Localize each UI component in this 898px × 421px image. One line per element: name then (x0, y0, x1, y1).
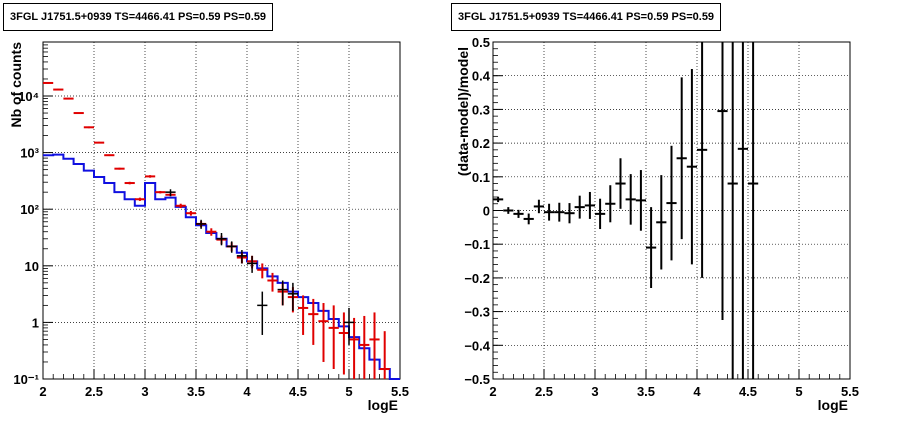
right-y-tick-label: 0.5 (472, 35, 490, 50)
left-x-tick-label: 2 (39, 384, 46, 399)
left-x-axis-label: logE (368, 397, 398, 413)
right-x-axis-label: logE (818, 397, 848, 413)
left-y-tick-label: 1 (32, 315, 39, 330)
right-y-tick-label: 0.2 (472, 136, 490, 151)
right-y-tick-label: −0.5 (464, 372, 490, 387)
right-chart-title: 3FGL J1751.5+0939 TS=4466.41 PS=0.59 PS=… (451, 3, 722, 31)
left-y-tick-label: 10 (25, 259, 39, 274)
right-y-tick-label: −0.1 (464, 237, 490, 252)
right-x-tick-label: 2.5 (535, 384, 553, 399)
right-x-tick-label: 5.5 (841, 384, 859, 399)
left-y-tick-label: 10² (20, 202, 39, 217)
right-y-tick-label: −0.4 (464, 338, 490, 353)
left-x-tick-label: 3.5 (187, 384, 205, 399)
left-y-tick-label: 10³ (20, 146, 39, 161)
left-y-tick-label: 10⁴ (18, 89, 39, 104)
right-x-tick-label: 5 (795, 384, 802, 399)
left-y-tick-label: 10⁻¹ (13, 372, 39, 387)
right-x-tick-label: 4 (693, 384, 701, 399)
right-y-tick-label: 0.1 (472, 170, 490, 185)
left-x-tick-label: 4.5 (289, 384, 307, 399)
left-x-tick-label: 5 (345, 384, 352, 399)
left-x-tick-label: 5.5 (391, 384, 409, 399)
left-x-tick-label: 3 (141, 384, 148, 399)
right-y-tick-label: 0 (483, 204, 490, 219)
right-y-tick-label: 0.3 (472, 102, 490, 117)
right-y-tick-label: −0.2 (464, 271, 490, 286)
left-y-axis-label: Nb of counts (8, 42, 24, 128)
right-x-tick-label: 2 (489, 384, 496, 399)
right-x-tick-label: 3 (591, 384, 598, 399)
left-x-tick-label: 2.5 (85, 384, 103, 399)
left-chart-title: 3FGL J1751.5+0939 TS=4466.41 PS=0.59 PS=… (3, 3, 274, 31)
model-histogram-line (43, 153, 400, 380)
right-x-tick-label: 3.5 (637, 384, 655, 399)
left-frame (42, 41, 401, 380)
right-y-axis-label: (data-model)/model (455, 47, 471, 176)
right-x-tick-label: 4.5 (739, 384, 757, 399)
right-y-tick-label: −0.3 (464, 305, 490, 320)
right-y-tick-label: 0.4 (472, 69, 491, 84)
left-x-tick-label: 4 (243, 384, 251, 399)
